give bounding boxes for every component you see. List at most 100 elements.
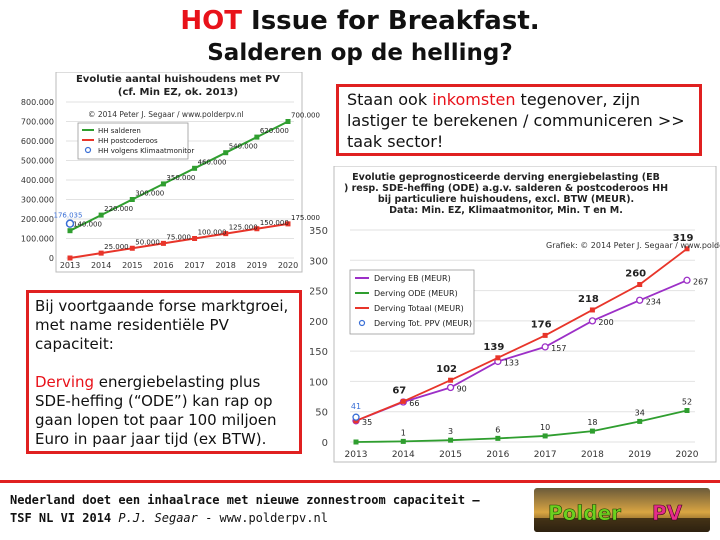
c1-point [67,255,73,261]
c2-point [448,377,454,383]
logo-text-a: Polder [548,501,621,525]
c2-data-label: 234 [646,297,661,306]
c1-ytick: 400.000 [21,176,54,185]
c2-data-label: 133 [504,358,519,367]
c1-point [98,212,104,218]
c2-point [446,383,455,392]
c1-data-label: 100.000 [198,229,227,237]
callout-income-post: tegenover, zijn lastiger te berekenen / … [347,90,685,151]
c1-xtick: 2019 [247,261,267,270]
c1-point [223,150,229,156]
c2-point [495,435,501,441]
c2-data-label: 6 [495,425,500,434]
chart-households: 0 100.000 200.000 300.000 400.000 500.000 600.… [21,72,320,273]
c2-series-line [355,248,688,422]
c1-ytick: 600.000 [21,137,54,146]
c1-point [67,228,73,234]
c2-point [589,428,595,434]
c1-data-label: 175.000 [291,214,320,222]
c2-point [541,343,549,351]
c1-legend-label: HH postcoderoos [98,137,158,145]
c2-point [448,437,454,443]
c2-data-label: 200 [598,318,613,327]
c2-legend-label: Derving Tot. PPV (MEUR) [374,319,472,328]
c1-data-label: 50.000 [135,238,160,246]
c1-data-label: 540.000 [229,143,258,151]
c2-legend-label: Derving Totaal (MEUR) [374,304,464,313]
c2-data-label: 34 [635,408,645,417]
footer-url: - www.polderpv.nl [197,511,328,525]
c2-ytick: 350 [310,226,328,237]
c1-series-line [69,120,289,232]
c2-ytick: 300 [310,256,328,267]
c2-data-label: 267 [693,277,708,286]
c2-xtick: 2016 [486,450,509,460]
title-rest: Issue for Breakfast. [241,6,540,36]
c1-ytick: 100.000 [21,235,54,244]
chart-derving: 0 50 100 150 200 250 300 350 2013 2014 2015 2016 201… [310,166,720,463]
callout-derving: Bij voortgaande forse marktgroei, met na… [26,290,302,454]
c2-point [352,413,360,421]
c2-legend-label: Derving EB (MEUR) [374,274,451,283]
c2-ytick: 50 [315,408,328,419]
c1-data-label: 150.000 [260,219,289,227]
c1-point [285,119,291,124]
c1-data-label: 125.000 [229,224,258,232]
c1-point [160,240,166,246]
c1-data-label: 176.035 [54,212,83,220]
c2-legend-label: Derving ODE (MEUR) [374,289,458,298]
c2-data-label: 35 [362,418,372,427]
c2-point [495,355,501,361]
c2-data-label: 157 [551,344,566,353]
footer-event: TSF NL VI 2014 [10,511,112,525]
c2-xtick: 2013 [345,450,368,460]
c2-xtick: 2014 [392,450,415,460]
polderpv-logo: Polder PV [534,488,710,532]
c1-ytick: 200.000 [21,215,54,224]
c2-point [684,408,690,414]
c1-data-label: 75.000 [166,233,191,241]
c2-point [353,439,359,445]
c2-data-label: 18 [587,418,597,427]
c2-title-line: Evolutie geprognosticeerde derving energ… [352,172,660,183]
c1-point [285,221,291,227]
c2-ytick: 250 [310,287,328,298]
c1-point [192,236,198,241]
c1-series-line [69,222,289,259]
c2-ytick: 150 [310,347,328,358]
c1-data-label: 350.000 [166,174,195,182]
c2-series-line [355,279,688,422]
c2-data-label: 260 [625,269,646,280]
c2-title-line: ) resp. SDE-heffing (ODE) a.g.v. saldere… [344,183,668,194]
c1-ytick: 700.000 [21,118,54,127]
c1-point [129,245,135,251]
c2-data-label: 66 [409,399,419,408]
c1-legend-label: HH salderen [98,127,141,135]
c1-subtitle: (cf. Min EZ, ok. 2013) [118,87,238,98]
footer-rule [0,480,720,483]
c2-title-line: bij particuliere huishoudens, excl. BTW … [378,194,634,205]
c2-data-label: 3 [448,427,453,436]
c2-data-label: 139 [483,342,504,353]
c1-legend [77,122,189,160]
callout-derving-para2: Derving energiebelasting plus SDE-heffin… [35,373,293,449]
c1-ytick: 500.000 [21,157,54,166]
c1-point [254,226,260,232]
c2-point [588,317,597,325]
c1-xtick: 2015 [122,261,142,270]
c2-xtick: 2020 [676,450,699,460]
c1-ytick: 300.000 [21,196,54,205]
c1-point [192,165,198,171]
c2-ytick: 200 [310,317,328,328]
logo-text-b: PV [652,501,683,525]
c2-point [684,246,690,252]
c2-point [400,438,406,444]
c2-point [637,418,643,424]
c1-point [254,134,260,140]
c1-title: Evolutie aantal huishoudens met PV [76,74,280,85]
c2-data-label: 10 [540,423,550,432]
c2-xtick: 2019 [628,450,651,460]
c2-xtick: 2018 [581,450,604,460]
c2-credit: Grafiek: © 2014 Peter J. Segaar / www.po… [546,241,720,250]
